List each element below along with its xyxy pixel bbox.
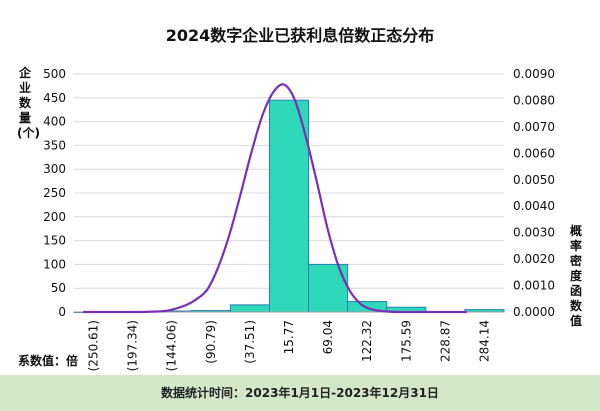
unit-note: 系数值：倍 [18, 354, 79, 368]
x-tick-label: (37.51) [243, 320, 257, 364]
y-tick-label: 400 [43, 115, 66, 129]
y-tick-label: 450 [43, 91, 66, 105]
histogram-bar [268, 99, 310, 313]
footer-text: 数据统计时间：2023年1月1日-2023年12月31日 [161, 386, 439, 400]
y2-tick-label: 0.0060 [513, 146, 555, 160]
y2-tick-label: 0.0070 [513, 120, 555, 134]
density-curve [83, 83, 467, 314]
histogram-bar [229, 304, 270, 313]
y2-tick-label: 0.0020 [513, 252, 555, 266]
y2-tick-label: 0.0080 [513, 93, 555, 107]
histogram-bar [308, 263, 349, 313]
x-tick-label: 122.32 [360, 320, 374, 362]
x-tick-label: (90.79) [204, 320, 218, 364]
y-tick-label: 0 [58, 305, 66, 319]
x-tick-label: (144.06) [165, 320, 179, 371]
y2-tick-label: 0.0010 [513, 279, 555, 293]
x-tick-label: 228.87 [438, 320, 452, 362]
y-tick-label: 200 [43, 210, 66, 224]
x-tick-label: (197.34) [126, 320, 140, 371]
y2-tick-label: 0.0030 [513, 226, 555, 240]
right-axis-label: 概率密度函数值 [569, 224, 582, 328]
chart-area: 0 50 100 150 200 250 300 350 400 450 500 0.0000 0.00… [43, 67, 555, 371]
y2-tick-label: 0.0040 [513, 199, 555, 213]
y-tick-label: 150 [43, 234, 66, 248]
y2-tick-label: 0.0050 [513, 173, 555, 187]
x-tick-label: 175.59 [399, 320, 413, 362]
x-tick-label: (250.61) [87, 320, 101, 371]
x-tick-label: 69.04 [321, 320, 335, 354]
y-tick-label: 100 [43, 257, 66, 271]
y2-tick-label: 0.0090 [513, 67, 555, 81]
y-tick-label: 250 [43, 186, 66, 200]
x-tick-label: 15.77 [282, 320, 296, 354]
chart-title: 2024数字企业已获利息倍数正态分布 [165, 26, 435, 45]
footer-bar: 数据统计时间：2023年1月1日-2023年12月31日 [0, 375, 600, 411]
y-tick-label: 50 [51, 281, 66, 295]
y-tick-label: 300 [43, 162, 66, 176]
x-tick-label: 284.14 [477, 320, 491, 362]
y-tick-label: 350 [43, 138, 66, 152]
y2-tick-label: 0.0000 [513, 305, 555, 319]
y-tick-label: 500 [43, 67, 66, 81]
